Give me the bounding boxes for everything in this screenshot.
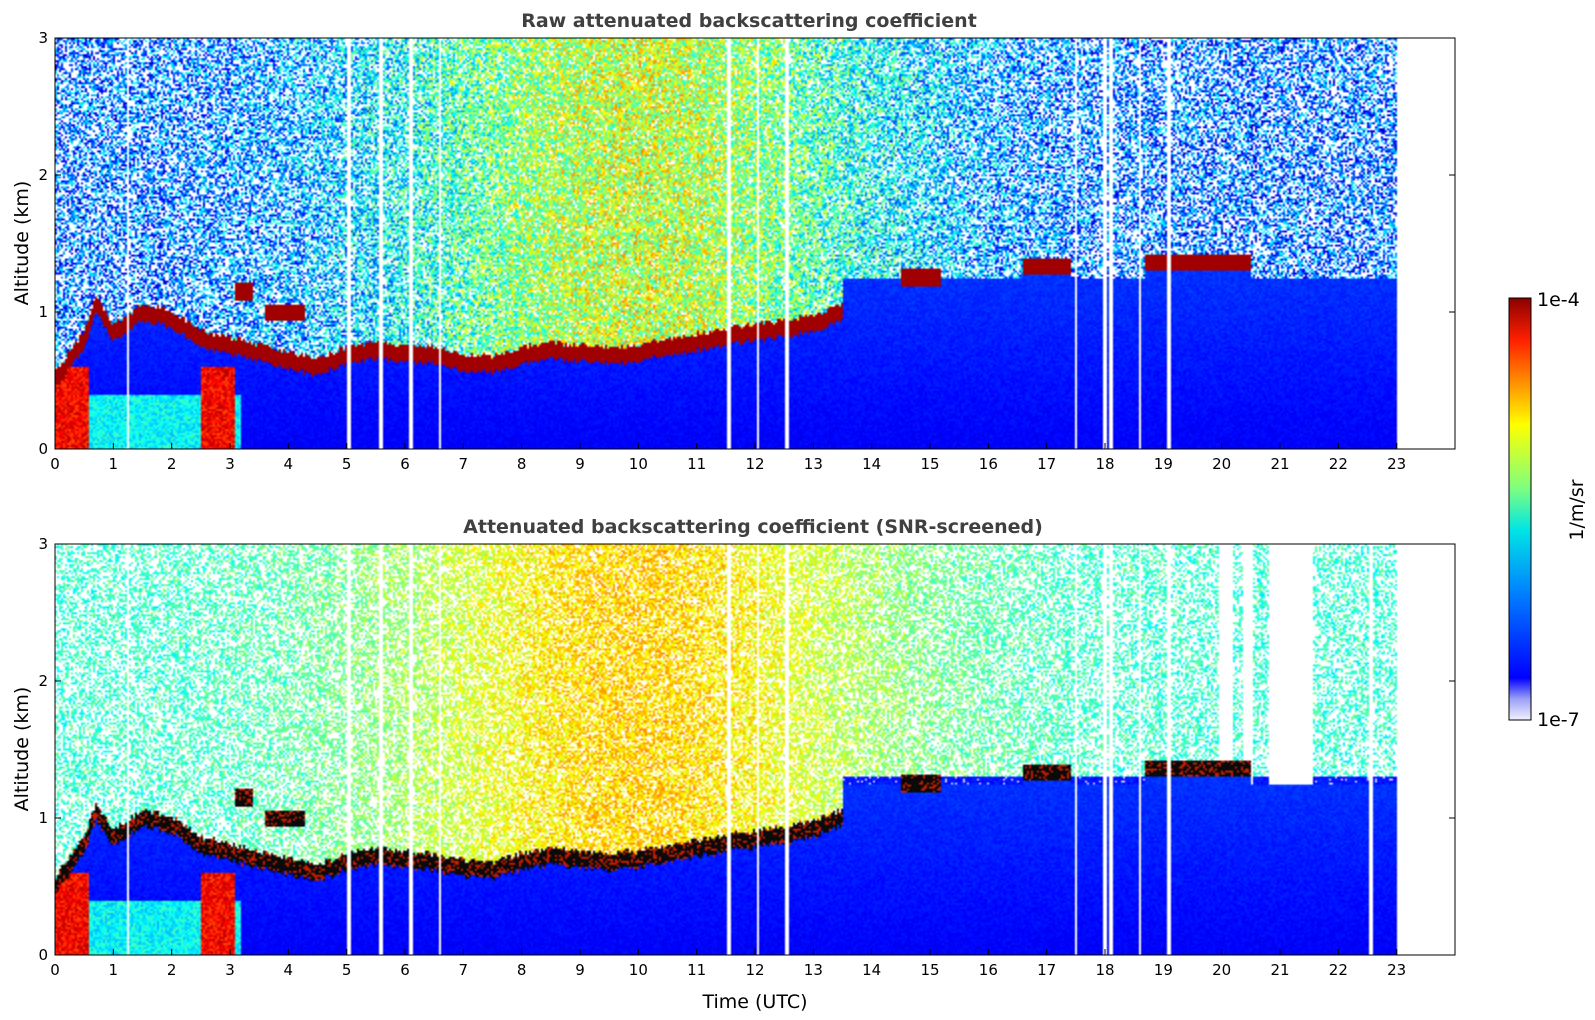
x-tick-label: 18 xyxy=(1095,455,1114,473)
x-tick-label: 11 xyxy=(687,961,706,979)
x-tick-label: 23 xyxy=(1387,961,1406,979)
x-tick-label: 16 xyxy=(979,455,998,473)
x-axis-label: Time (UTC) xyxy=(701,991,807,1013)
y-axis-ticks: 0 1 2 3 xyxy=(38,29,1455,458)
x-axis-ticks: 0 1 2 3 4 5 6 7 8 9 10 11 12 13 14 15 16 17 18 19 20 21 22 23 xyxy=(50,949,1406,979)
x-tick-label: 7 xyxy=(459,455,469,473)
x-tick-label: 14 xyxy=(862,961,881,979)
x-tick-label: 4 xyxy=(284,455,294,473)
x-tick-label: 10 xyxy=(629,961,648,979)
raw-plot-area: 0 1 2 3 4 5 6 7 8 9 10 11 12 13 14 15 16 17 18 19 20 21 22 23 0… xyxy=(38,29,1456,473)
x-tick-label: 12 xyxy=(745,455,764,473)
y-tick-label: 3 xyxy=(38,29,48,47)
y-tick-label: 0 xyxy=(38,946,48,964)
x-tick-label: 9 xyxy=(575,961,585,979)
y-tick-label: 2 xyxy=(38,166,48,184)
x-tick-label: 20 xyxy=(1212,455,1231,473)
x-tick-label: 5 xyxy=(342,455,352,473)
panel-title: Raw attenuated backscattering coefficien… xyxy=(521,10,977,32)
x-tick-label: 6 xyxy=(400,455,410,473)
x-tick-label: 3 xyxy=(225,455,235,473)
x-tick-label: 19 xyxy=(1154,961,1173,979)
raw-backscatter-heatmap xyxy=(55,38,1455,449)
x-tick-label: 7 xyxy=(459,961,469,979)
x-tick-label: 3 xyxy=(225,961,235,979)
x-tick-label: 21 xyxy=(1270,455,1289,473)
x-tick-label: 13 xyxy=(804,961,823,979)
x-tick-label: 0 xyxy=(50,961,60,979)
x-tick-label: 1 xyxy=(109,455,119,473)
x-tick-label: 17 xyxy=(1037,455,1056,473)
x-axis-ticks: 0 1 2 3 4 5 6 7 8 9 10 11 12 13 14 15 16 17 18 19 20 21 22 23 xyxy=(50,443,1406,473)
colorbar-units-label: 1/m/sr xyxy=(1566,479,1588,540)
x-tick-label: 8 xyxy=(517,455,527,473)
screened-backscatter-heatmap xyxy=(55,544,1455,955)
y-tick-label: 2 xyxy=(38,672,48,690)
y-tick-label: 0 xyxy=(38,440,48,458)
x-tick-label: 6 xyxy=(400,961,410,979)
y-axis-label: Altitude (km) xyxy=(11,687,33,812)
x-tick-label: 11 xyxy=(687,455,706,473)
x-tick-label: 19 xyxy=(1154,455,1173,473)
colorbar: 1e-4 1e-7 1/m/sr xyxy=(1508,289,1588,731)
x-tick-label: 15 xyxy=(920,455,939,473)
x-tick-label: 21 xyxy=(1270,961,1289,979)
x-tick-label: 12 xyxy=(745,961,764,979)
x-tick-label: 1 xyxy=(109,961,119,979)
panel-snr-screened: Attenuated backscattering coefficient (S… xyxy=(11,516,1456,1013)
screened-plot-area: 0 1 2 3 4 5 6 7 8 9 10 11 12 13 14 15 16 17 18 19 20 21 22 23 0… xyxy=(38,535,1456,979)
x-tick-label: 2 xyxy=(167,961,177,979)
x-tick-label: 13 xyxy=(804,455,823,473)
x-tick-label: 23 xyxy=(1387,455,1406,473)
y-axis-label: Altitude (km) xyxy=(11,181,33,306)
x-tick-label: 0 xyxy=(50,455,60,473)
colorbar-min-label: 1e-7 xyxy=(1537,709,1580,731)
x-tick-label: 2 xyxy=(167,455,177,473)
x-tick-label: 9 xyxy=(575,455,585,473)
y-tick-label: 1 xyxy=(38,303,48,321)
x-tick-label: 22 xyxy=(1329,961,1348,979)
colorbar-max-label: 1e-4 xyxy=(1537,289,1580,311)
x-tick-label: 10 xyxy=(629,455,648,473)
x-tick-label: 15 xyxy=(920,961,939,979)
x-tick-label: 16 xyxy=(979,961,998,979)
x-tick-label: 22 xyxy=(1329,455,1348,473)
panel-raw: Raw attenuated backscattering coefficien… xyxy=(11,10,1456,473)
y-tick-label: 3 xyxy=(38,535,48,553)
x-tick-label: 18 xyxy=(1095,961,1114,979)
colorbar-gradient xyxy=(1508,297,1532,721)
x-tick-label: 8 xyxy=(517,961,527,979)
panel-title: Attenuated backscattering coefficient (S… xyxy=(463,516,1043,538)
y-axis-ticks: 0 1 2 3 xyxy=(38,535,1455,964)
x-tick-label: 4 xyxy=(284,961,294,979)
x-tick-label: 14 xyxy=(862,455,881,473)
y-tick-label: 1 xyxy=(38,809,48,827)
x-tick-label: 20 xyxy=(1212,961,1231,979)
x-tick-label: 17 xyxy=(1037,961,1056,979)
x-tick-label: 5 xyxy=(342,961,352,979)
